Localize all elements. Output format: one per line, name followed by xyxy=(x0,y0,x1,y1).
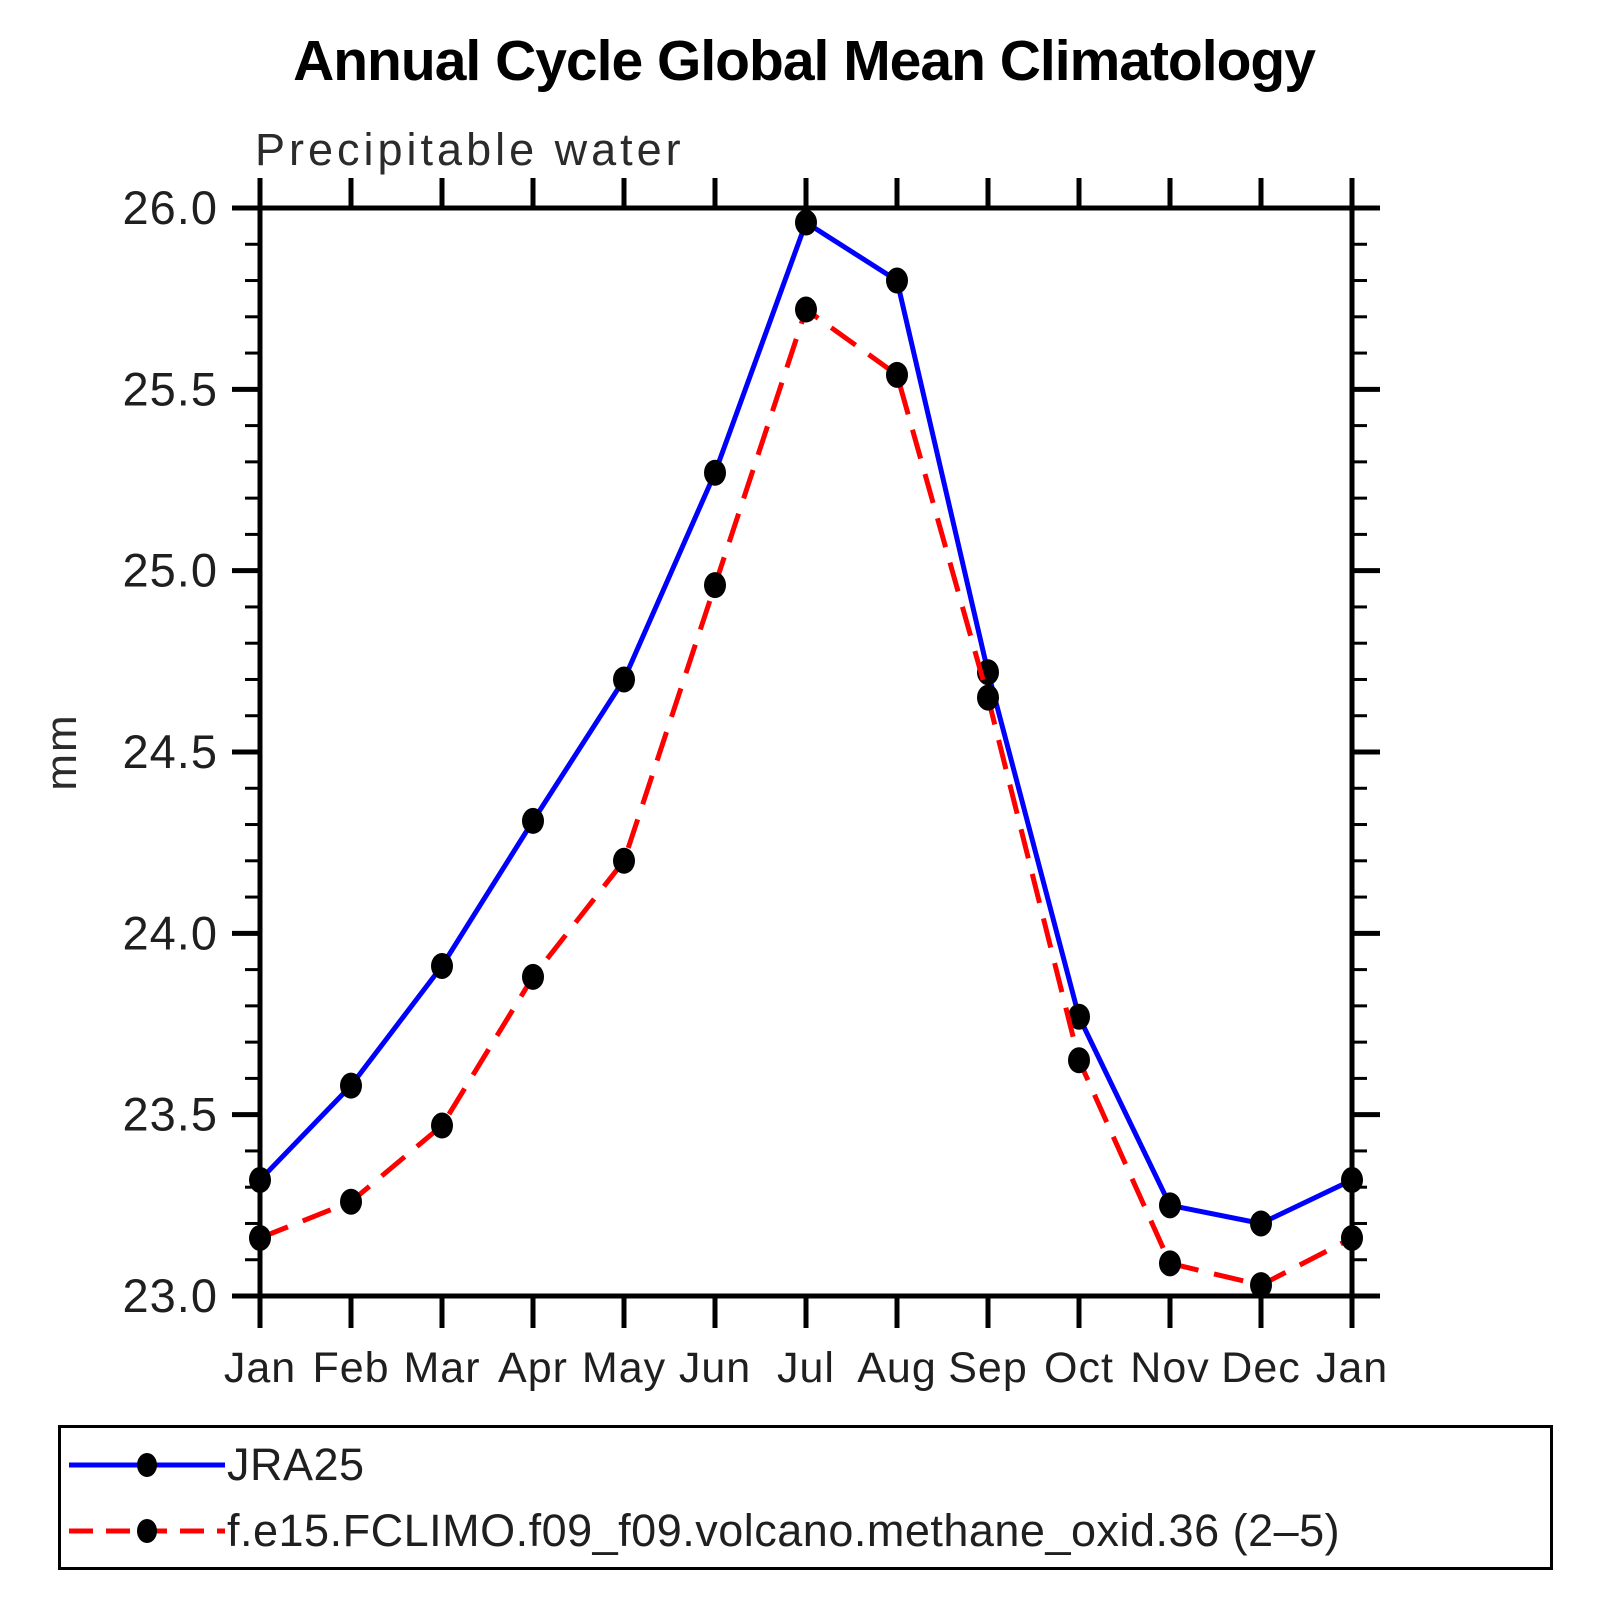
y-tick-label: 25.0 xyxy=(123,544,218,597)
x-tick-label: Feb xyxy=(312,1344,389,1392)
chart-subtitle: Precipitable water xyxy=(255,124,685,175)
y-tick-label: 24.0 xyxy=(123,906,218,959)
x-tick-label: Sep xyxy=(948,1344,1028,1392)
data-point-0-11 xyxy=(1250,1210,1272,1237)
x-tick-label: Oct xyxy=(1044,1344,1114,1392)
legend-marker-dot xyxy=(137,1452,157,1477)
data-point-1-9 xyxy=(1068,1047,1090,1074)
legend-label-model: f.e15.FCLIMO.f09_f09.volcano.methane_oxi… xyxy=(227,1505,1341,1556)
x-tick-label: Jan xyxy=(224,1344,296,1392)
plot-frame xyxy=(257,205,1355,1299)
data-point-0-3 xyxy=(522,807,544,834)
data-point-1-11 xyxy=(1250,1272,1272,1299)
y-tick-label: 23.5 xyxy=(123,1088,218,1141)
data-point-0-6 xyxy=(795,209,817,236)
data-point-0-7 xyxy=(886,267,908,294)
data-point-1-4 xyxy=(613,847,635,874)
data-point-1-0 xyxy=(249,1224,271,1251)
x-tick-label: Mar xyxy=(403,1344,480,1392)
x-tick-label: Jun xyxy=(679,1344,751,1392)
legend: JRA25 f.e15.FCLIMO.f09_f09.volcano.metha… xyxy=(58,1425,1553,1570)
y-tick-label: 25.5 xyxy=(123,362,218,415)
x-tick-label: Nov xyxy=(1130,1344,1209,1392)
series-line-0 xyxy=(258,218,1354,1227)
x-tick-label: Aug xyxy=(857,1344,937,1392)
data-point-1-12 xyxy=(1341,1224,1363,1251)
legend-item-model: f.e15.FCLIMO.f09_f09.volcano.methane_oxi… xyxy=(61,1501,1550,1561)
data-point-1-1 xyxy=(340,1188,362,1215)
y-tick-label: 24.5 xyxy=(123,725,218,778)
legend-item-jra25: JRA25 xyxy=(61,1435,1550,1495)
x-tick-label: Apr xyxy=(498,1344,568,1392)
data-point-0-2 xyxy=(431,952,453,979)
legend-label-jra25: JRA25 xyxy=(227,1439,365,1490)
x-tick-label: Jan xyxy=(1316,1344,1388,1392)
data-point-0-1 xyxy=(340,1072,362,1099)
legend-sample-model xyxy=(69,1518,225,1543)
legend-marker-dot xyxy=(137,1518,157,1543)
chart-title: Annual Cycle Global Mean Climatology xyxy=(293,29,1316,93)
data-point-1-2 xyxy=(431,1112,453,1139)
data-point-0-9 xyxy=(1068,1003,1090,1030)
data-point-1-8 xyxy=(977,684,999,711)
data-point-1-7 xyxy=(886,361,908,388)
data-point-0-10 xyxy=(1159,1192,1181,1219)
data-point-0-4 xyxy=(613,666,635,693)
y-tick-label: 26.0 xyxy=(123,181,218,234)
x-tick-label: May xyxy=(582,1344,666,1392)
x-tick-label: Dec xyxy=(1221,1344,1300,1392)
legend-sample-jra25 xyxy=(69,1452,225,1477)
data-point-0-12 xyxy=(1341,1166,1363,1193)
data-point-0-0 xyxy=(249,1166,271,1193)
data-point-0-5 xyxy=(704,459,726,486)
data-point-1-10 xyxy=(1159,1250,1181,1277)
series-line-1 xyxy=(259,305,1354,1288)
data-point-1-3 xyxy=(522,963,544,990)
y-tick-label: 23.0 xyxy=(123,1269,218,1322)
x-tick-label: Jul xyxy=(777,1344,835,1392)
data-point-1-6 xyxy=(795,296,817,323)
data-point-1-5 xyxy=(704,572,726,599)
